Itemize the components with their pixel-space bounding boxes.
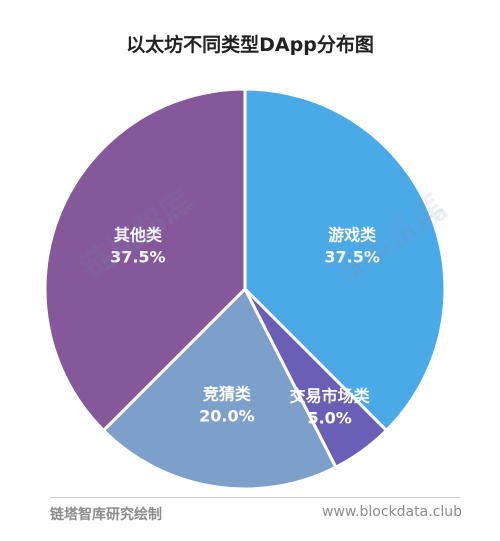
pie-slice-0 (243, 87, 447, 432)
pie-chart: 游戏类 37.5% 交易市场类 5.0% 竞猜类 20.0% 其他类 37.5% (43, 87, 447, 491)
slice-label-0: 游戏类 (328, 226, 377, 245)
slice-value-3: 37.5% (110, 248, 166, 267)
slice-label-2: 竞猜类 (203, 385, 252, 404)
pie-slice-3 (43, 87, 247, 432)
footer-divider (50, 497, 460, 498)
source-note: 链塔智库研究绘制 (50, 507, 162, 523)
slice-value-1: 5.0% (307, 408, 351, 427)
source-url: www.blockdata.club (322, 504, 462, 520)
chart-title: 以太坊不同类型DApp分布图 (126, 34, 374, 56)
slice-label-1: 交易市场类 (290, 386, 371, 405)
slice-value-0: 37.5% (324, 248, 380, 267)
slice-value-2: 20.0% (199, 407, 255, 426)
slice-label-3: 其他类 (114, 226, 163, 245)
pie-slice-2 (102, 287, 338, 491)
